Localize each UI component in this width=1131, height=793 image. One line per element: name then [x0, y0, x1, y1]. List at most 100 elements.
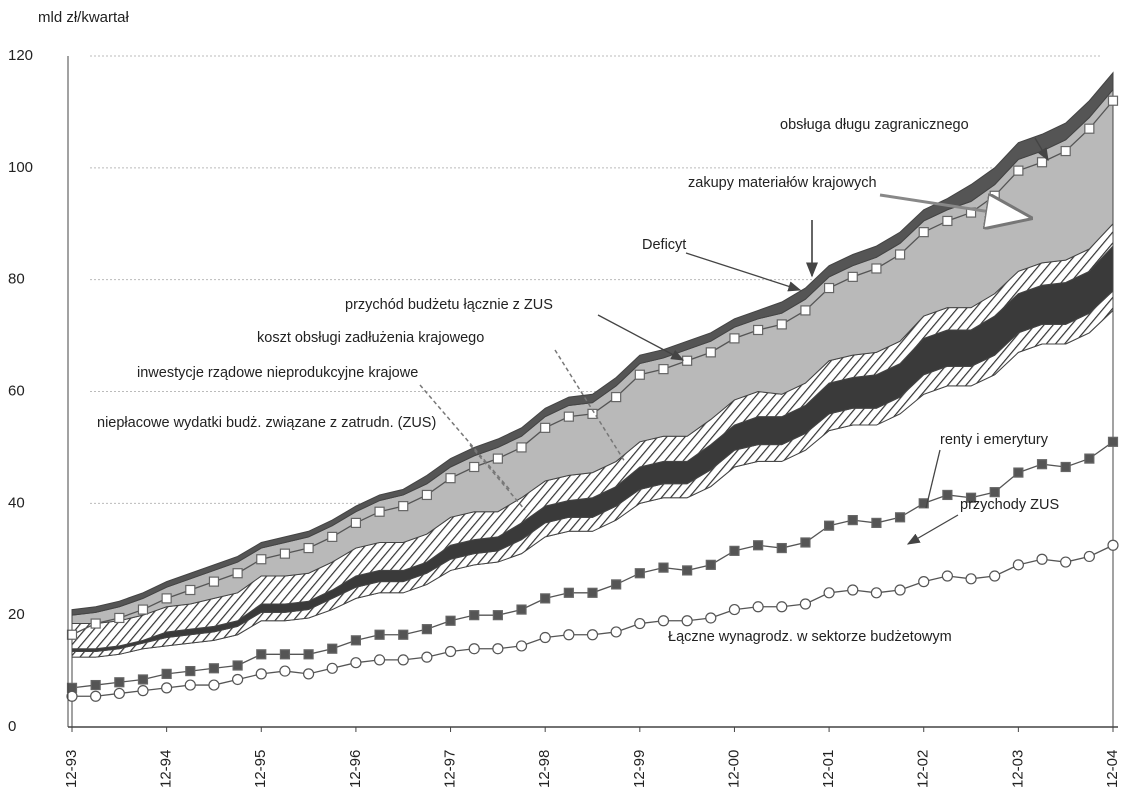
marker — [1013, 165, 1024, 176]
marker — [799, 598, 812, 610]
annotation: Deficyt — [642, 237, 686, 253]
annotation: niepłacowe wydatki budż. związane z zatr… — [97, 415, 437, 431]
marker — [137, 604, 149, 615]
marker — [469, 461, 480, 473]
marker — [516, 442, 527, 453]
annotation: Łączne wynagrodz. w sektorze budżetowym — [668, 629, 952, 645]
marker — [729, 333, 740, 344]
x-tick-label: 12-95 — [252, 750, 269, 788]
x-tick-label: 12-03 — [1009, 750, 1026, 788]
marker — [113, 687, 125, 700]
marker — [682, 355, 693, 366]
marker — [90, 618, 101, 629]
marker — [800, 537, 811, 548]
marker — [540, 593, 551, 604]
marker — [327, 531, 338, 542]
marker — [515, 640, 528, 652]
marker — [611, 391, 622, 403]
marker — [256, 554, 267, 565]
marker — [1060, 145, 1071, 157]
marker — [208, 663, 220, 674]
marker — [327, 643, 338, 654]
arrow — [685, 252, 802, 292]
y-tick-label: 100 — [8, 159, 33, 176]
marker — [847, 584, 859, 596]
marker — [1036, 553, 1048, 565]
marker — [989, 487, 1000, 498]
arrow — [1034, 137, 1049, 162]
marker — [1084, 123, 1095, 134]
marker — [965, 573, 977, 585]
marker — [729, 545, 740, 556]
marker — [468, 643, 480, 655]
marker — [184, 679, 196, 691]
marker — [870, 587, 883, 599]
marker — [185, 665, 196, 677]
marker — [469, 610, 480, 621]
marker — [445, 615, 456, 626]
x-tick-label: 12-98 — [536, 750, 553, 788]
marker — [255, 668, 267, 680]
marker — [657, 615, 670, 627]
marker — [539, 631, 551, 644]
marker — [705, 559, 716, 570]
marker — [326, 662, 338, 674]
marker — [1036, 459, 1048, 470]
y-tick-label: 40 — [8, 494, 25, 511]
x-tick-label: 12-94 — [158, 750, 175, 788]
annotation: inwestycje rządowe nieprodukcyjne krajow… — [137, 365, 418, 381]
marker — [753, 324, 764, 336]
arrow — [419, 384, 511, 491]
annotation: koszt obsługi zadłużenia krajowego — [257, 330, 484, 346]
x-tick-label: 12-96 — [347, 750, 364, 788]
marker — [66, 690, 78, 702]
marker — [705, 612, 717, 624]
marker — [232, 568, 243, 579]
marker — [374, 506, 385, 517]
marker — [847, 271, 858, 282]
marker — [279, 649, 291, 660]
x-tick-label: 12-99 — [631, 750, 648, 788]
marker — [540, 422, 551, 433]
marker — [232, 660, 243, 671]
marker — [185, 584, 196, 596]
marker — [137, 685, 149, 697]
marker — [1060, 461, 1071, 473]
marker — [1036, 157, 1048, 168]
x-tick-label: 12-04 — [1104, 750, 1121, 788]
marker — [918, 498, 929, 509]
marker — [66, 629, 78, 640]
marker — [563, 629, 575, 641]
x-tick-label: 12-02 — [915, 750, 932, 788]
x-tick-label: 12-00 — [725, 750, 742, 788]
annotation: renty i emerytury — [940, 432, 1049, 448]
marker — [303, 542, 314, 554]
area — [71, 71, 1114, 616]
arrow — [554, 349, 626, 463]
marker — [823, 282, 835, 294]
x-tick-label: 12-01 — [820, 750, 837, 788]
marker — [137, 674, 149, 685]
x-tick-label: 12-97 — [442, 750, 459, 788]
marker — [941, 570, 953, 582]
marker — [161, 668, 172, 679]
marker — [847, 515, 858, 526]
marker — [444, 645, 457, 658]
axes: 0 20 40 60 80 100 120 12-93 12-94 12-95 12-96 12-97… — [8, 47, 1121, 788]
marker — [114, 677, 125, 688]
marker — [421, 489, 432, 501]
marker — [421, 651, 433, 663]
marker — [586, 629, 599, 641]
annotation: obsługa długu zagranicznego — [780, 117, 969, 133]
marker — [232, 673, 244, 686]
marker — [871, 517, 882, 529]
marker — [776, 542, 787, 554]
marker — [161, 593, 172, 604]
arrow — [597, 314, 685, 361]
marker — [256, 649, 267, 660]
marker — [1084, 453, 1095, 464]
marker — [894, 512, 906, 523]
marker — [1083, 550, 1095, 563]
marker — [823, 587, 835, 599]
